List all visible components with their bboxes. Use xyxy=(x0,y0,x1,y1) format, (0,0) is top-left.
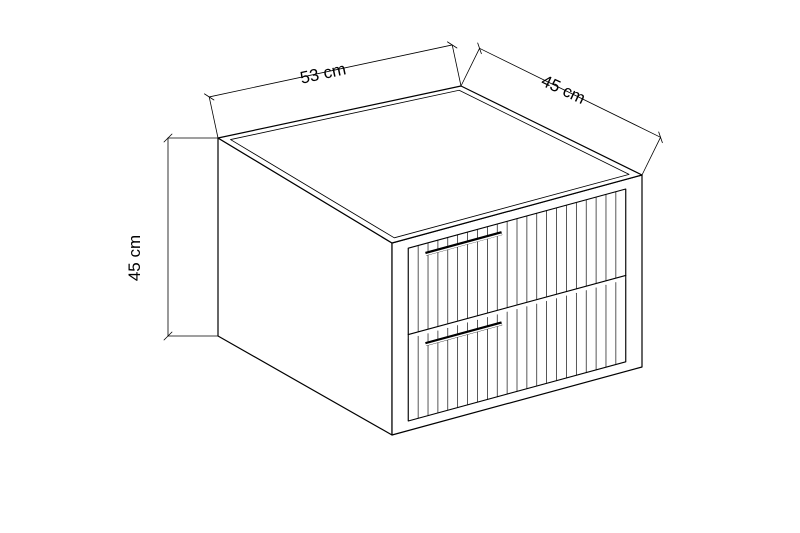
diagram-canvas xyxy=(0,0,800,533)
dimension-height-label: 45 cm xyxy=(125,235,145,281)
